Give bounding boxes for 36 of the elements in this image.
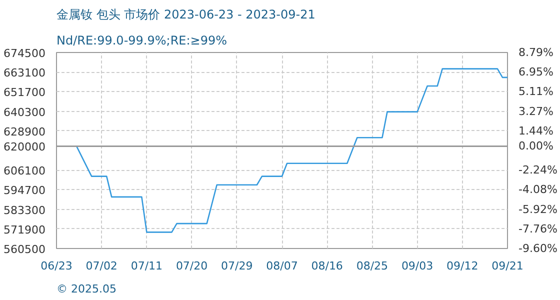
x-tick-label: 08/07 (266, 260, 298, 272)
x-tick-label: 09/03 (401, 260, 434, 272)
y-tick-label: 674500 (4, 47, 46, 60)
y2-tick-label: 5.11% (518, 85, 554, 98)
y-tick-label: 663100 (4, 66, 46, 80)
x-tick-label: 06/23 (40, 260, 72, 272)
y-tick-label: 594700 (4, 184, 46, 198)
x-tick-label: 08/25 (356, 260, 388, 272)
y2-tick-label: 8.79% (518, 46, 554, 59)
y2-tick-label: -4.08% (518, 183, 558, 196)
y-tick-label: 620000 (4, 140, 46, 154)
x-tick-label: 07/20 (176, 260, 208, 272)
y-tick-label: 628900 (4, 125, 46, 138)
y-tick-label: 583300 (4, 204, 46, 217)
text: © 2025.05 (56, 282, 116, 296)
y2-tick-label: 1.44% (518, 124, 554, 138)
x-tick-label: 07/29 (221, 260, 253, 272)
y2-tick-label: 3.27% (518, 104, 554, 118)
x-tick-label: 07/11 (130, 260, 163, 272)
chart-title: 金属钕 包头 市场价 2023-06-23 - 2023-09-21 (56, 8, 316, 22)
y-tick-label: 560500 (4, 243, 46, 256)
x-tick-label: 08/16 (311, 260, 343, 272)
y-tick-label: 651700 (4, 86, 46, 100)
x-tick-label: 09/12 (446, 260, 478, 272)
y2-tick-label: -5.92% (518, 202, 558, 216)
y-tick-label: 640300 (4, 106, 46, 119)
y-tick-label: 606100 (4, 164, 46, 178)
y2-tick-label: 0.00% (518, 140, 554, 153)
y2-tick-label: -2.24% (518, 164, 558, 177)
chart-subtitle: Nd/RE:99.0-99.9%;RE:≥99% (56, 34, 228, 48)
x-tick-label: 09/21 (492, 260, 524, 272)
y2-tick-label: 6.95% (518, 66, 554, 79)
y-tick-label: 571900 (4, 223, 46, 236)
y2-tick-label: -9.60% (518, 242, 558, 255)
x-tick-label: 07/02 (86, 260, 118, 272)
y2-tick-label: -7.76% (518, 222, 558, 236)
